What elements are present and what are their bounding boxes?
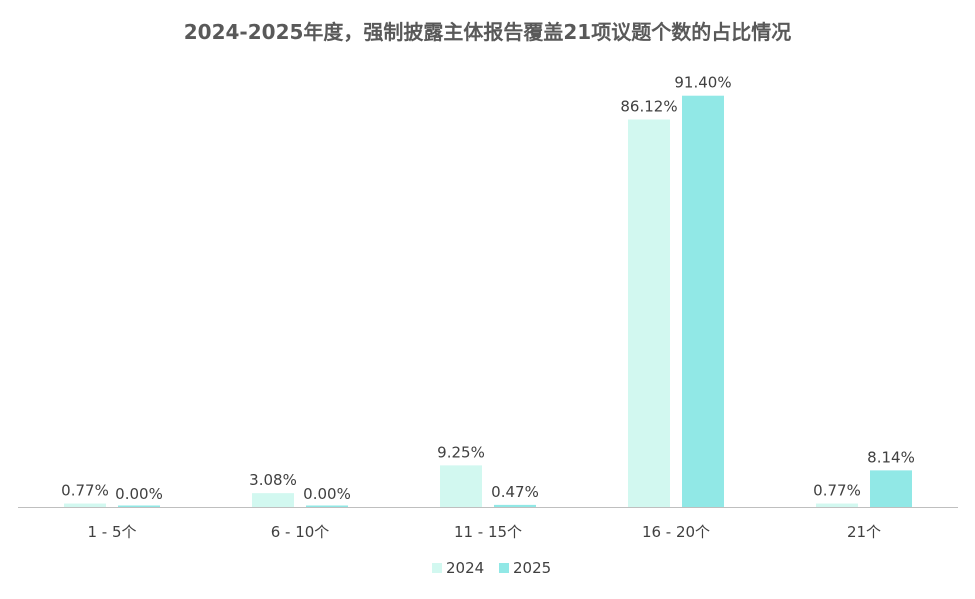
bar-2025-2 xyxy=(306,505,348,507)
data-label-2025-3: 0.47% xyxy=(491,483,539,501)
data-label-2025-4: 91.40% xyxy=(674,74,731,92)
data-label-2024-2: 3.08% xyxy=(249,471,297,489)
data-label-2024-4: 86.12% xyxy=(620,97,677,115)
bar-2025-5 xyxy=(870,470,912,507)
x-tick-label-4: 16 - 20个 xyxy=(642,523,710,541)
x-tick-label-1: 1 - 5个 xyxy=(87,523,136,541)
data-label-2025-2: 0.00% xyxy=(303,485,351,503)
bar-2025-1 xyxy=(118,505,160,507)
legend-swatch-2025 xyxy=(499,563,509,573)
bar-2025-3 xyxy=(494,504,536,507)
bar-2024-5 xyxy=(816,503,858,507)
bar-2024-4 xyxy=(628,119,670,508)
bar-2025-4 xyxy=(682,95,724,507)
x-tick-label-3: 11 - 15个 xyxy=(454,523,522,541)
bar-2024-2 xyxy=(252,493,294,507)
bar-2024-3 xyxy=(440,465,482,507)
bar-2024-1 xyxy=(64,503,106,507)
legend-label-2024: 2024 xyxy=(446,559,484,577)
data-label-2024-5: 0.77% xyxy=(813,482,861,500)
data-label-2025-5: 8.14% xyxy=(867,448,915,466)
data-label-2024-3: 9.25% xyxy=(437,443,485,461)
x-tick-label-5: 21个 xyxy=(847,523,881,541)
chart-title: 2024-2025年度，强制披露主体报告覆盖21项议题个数的占比情况 xyxy=(183,20,792,44)
data-label-2024-1: 0.77% xyxy=(61,482,109,500)
x-tick-label-2: 6 - 10个 xyxy=(271,523,330,541)
data-label-2025-1: 0.00% xyxy=(115,485,163,503)
legend-label-2025: 2025 xyxy=(513,559,551,577)
legend-swatch-2024 xyxy=(432,563,442,573)
